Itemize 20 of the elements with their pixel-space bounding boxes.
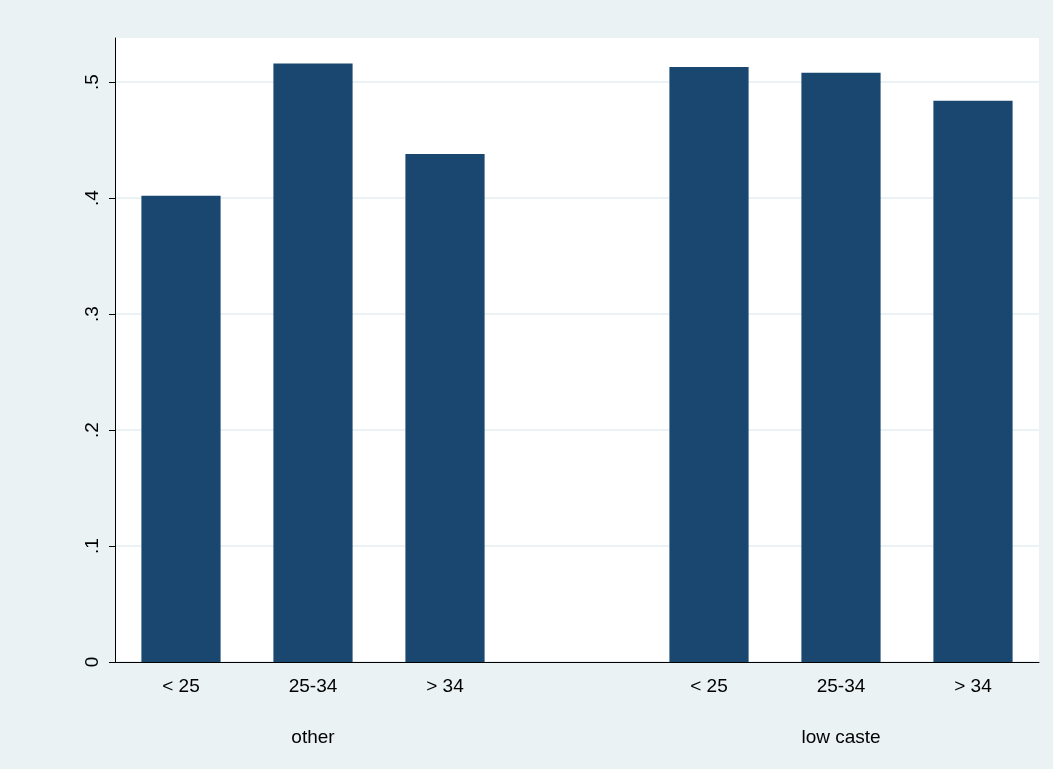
y-tick-label: .3: [81, 306, 102, 322]
x-tick-label: 25-34: [816, 675, 866, 696]
bar: [933, 100, 1013, 662]
bar: [405, 153, 485, 662]
y-tick-label: 0: [81, 656, 102, 668]
x-tick-label: < 25: [162, 675, 200, 696]
text: other: [291, 725, 336, 747]
bar: [669, 67, 749, 662]
x-tick-label: > 34: [954, 675, 993, 696]
bar: [141, 195, 221, 662]
x-tick-label: < 25: [690, 675, 728, 696]
x-tick-label: 25-34: [288, 675, 338, 696]
y-tick-label: .1: [81, 538, 102, 554]
x-tick-label: > 34: [426, 675, 465, 696]
text: low caste: [801, 725, 881, 747]
y-tick-label: .5: [81, 74, 102, 90]
y-tick-label: .2: [81, 422, 102, 438]
bar: [273, 63, 353, 662]
bar: [801, 72, 881, 662]
y-tick-label: .4: [81, 189, 102, 206]
